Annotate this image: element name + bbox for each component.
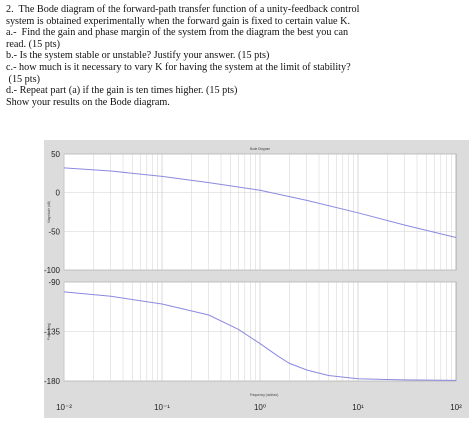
magnitude-y-tick-label: 0 (56, 189, 61, 198)
question-line: (15 pts) (6, 73, 40, 85)
chart-labels: Bode Diagram Frequency (rad/sec) 10⁻² 10⁻¹ 1… (56, 147, 462, 412)
phase-y-tick-label: -90 (48, 278, 60, 287)
chart-title: Bode Diagram (250, 147, 271, 151)
question-line: Show your results on the Bode diagram. (6, 96, 170, 108)
x-tick-label: 10⁰ (254, 403, 266, 412)
phase-curve (63, 291, 457, 381)
x-tick-label: 10¹ (352, 403, 364, 412)
question-line: c.- how much is it necessary to vary K f… (6, 61, 351, 73)
question-line: read. (15 pts) (6, 38, 61, 50)
phase-y-axis-label: Phase (deg) (47, 323, 51, 340)
x-tick-label: 10⁻¹ (154, 403, 170, 412)
phase-y-tick-label: -135 (44, 328, 61, 337)
magnitude-panel: 50 0 -50 -100 Magnitude (dB) (44, 150, 457, 275)
magnitude-curve (63, 167, 457, 238)
magnitude-y-tick-label: -100 (44, 266, 61, 275)
phase-panel: -90 -135 -180 Phase (deg) (44, 278, 457, 386)
question-line: a.- Find the gain and phase margin of th… (6, 27, 349, 39)
magnitude-y-tick-label: -50 (48, 227, 60, 236)
question-line: system is obtained experimentally when t… (6, 15, 351, 27)
x-tick-label: 10² (450, 403, 462, 412)
question-line: b.- Is the system stable or unstable? Ju… (6, 50, 270, 62)
phase-y-tick-label: -180 (44, 377, 61, 386)
question-text: 2. The Bode diagram of the forward-path … (6, 4, 468, 108)
question-line: 2. The Bode diagram of the forward-path … (6, 4, 360, 15)
x-axis-label: Frequency (rad/sec) (250, 393, 279, 397)
magnitude-y-axis-label: Magnitude (dB) (47, 201, 51, 223)
question-line: d.- Repeat part (a) if the gain is ten t… (6, 85, 238, 97)
magnitude-y-tick-label: 50 (51, 150, 60, 159)
x-tick-label: 10⁻² (56, 403, 72, 412)
